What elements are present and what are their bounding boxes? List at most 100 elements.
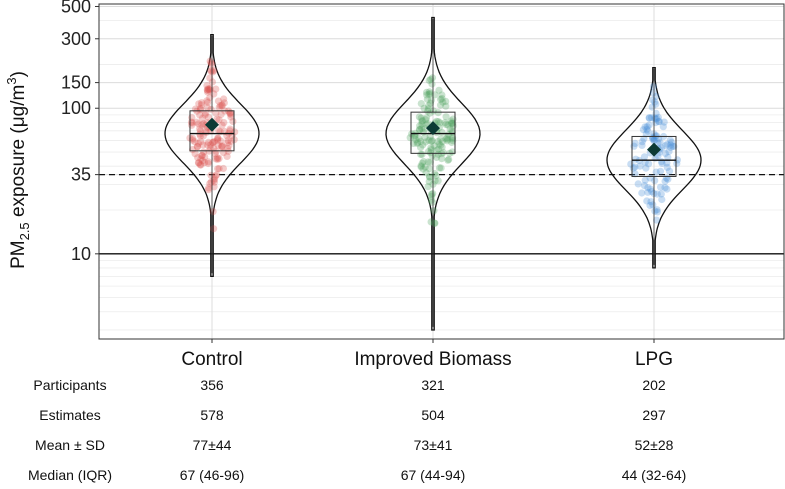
data-point (653, 216, 661, 224)
data-point (204, 85, 212, 93)
data-point (419, 165, 427, 173)
table-cell: 67 (46-96) (179, 467, 245, 483)
data-point (638, 189, 646, 197)
data-point (640, 182, 649, 190)
data-point (214, 165, 222, 173)
data-point (196, 161, 204, 169)
data-point (447, 117, 455, 125)
data-point (421, 163, 429, 171)
data-point (448, 127, 456, 135)
data-point (426, 133, 434, 141)
row-label: Estimates (39, 407, 101, 423)
data-point (428, 190, 436, 198)
data-point (207, 66, 215, 74)
data-point (206, 86, 214, 94)
data-point (640, 135, 648, 143)
table-cell: 356 (200, 377, 224, 393)
data-point (218, 143, 226, 151)
table-row: Participants 356 321 202 (0, 377, 785, 399)
data-point (225, 142, 233, 150)
data-point (192, 118, 201, 126)
data-point (218, 121, 226, 129)
data-point (214, 155, 222, 163)
data-point (226, 109, 234, 117)
data-point (645, 114, 653, 122)
data-point (197, 138, 205, 146)
data-point (660, 118, 668, 126)
data-point (651, 177, 659, 185)
data-point (216, 101, 224, 110)
data-point (413, 139, 421, 148)
data-point (206, 74, 214, 82)
table-cell: 297 (642, 407, 666, 423)
data-point (421, 133, 429, 141)
data-point (428, 137, 436, 145)
data-point (648, 188, 656, 196)
data-point (673, 159, 681, 168)
data-point (644, 188, 652, 196)
data-point (195, 100, 203, 108)
y-label-rest: exposure (μg/m (8, 85, 29, 223)
data-point (438, 95, 446, 103)
data-point (198, 152, 206, 160)
data-point (217, 110, 225, 118)
data-point (648, 114, 656, 122)
data-point (227, 137, 235, 145)
data-point (443, 134, 451, 142)
jitter-points (186, 57, 682, 233)
data-point (644, 184, 652, 192)
data-point (667, 143, 675, 152)
data-point (224, 144, 232, 153)
data-point (643, 123, 651, 131)
data-point (442, 135, 450, 143)
data-point (220, 99, 228, 107)
y-tick-label: 300 (61, 29, 91, 49)
data-point (416, 122, 424, 130)
data-point (196, 127, 204, 135)
data-point (442, 120, 450, 129)
data-point (423, 91, 431, 99)
data-point (198, 114, 206, 122)
data-point (204, 98, 212, 106)
data-point (658, 195, 666, 204)
data-point (205, 184, 213, 192)
data-point (442, 113, 450, 121)
table-cell: 578 (200, 407, 224, 423)
data-point (193, 143, 201, 151)
data-point (661, 177, 669, 185)
data-point (426, 90, 434, 98)
violin-improved-biomass (385, 16, 481, 331)
mean-marker (647, 142, 661, 157)
data-point (657, 183, 665, 191)
data-point (224, 139, 232, 147)
data-point (643, 197, 651, 205)
data-point (428, 192, 436, 200)
data-point (437, 141, 445, 149)
data-point (199, 141, 207, 149)
data-point (215, 155, 223, 163)
data-point (425, 136, 433, 144)
data-point (198, 121, 206, 129)
data-point (444, 156, 452, 164)
data-point (194, 139, 202, 147)
data-point (422, 114, 431, 122)
data-point (200, 148, 208, 156)
table-row: Estimates 578 504 297 (0, 407, 785, 429)
data-point (220, 95, 228, 103)
data-point (644, 127, 652, 135)
data-point (201, 153, 209, 161)
data-point (418, 118, 426, 126)
data-point (667, 138, 676, 146)
data-point (194, 159, 203, 167)
data-point (209, 138, 217, 146)
data-point (430, 142, 438, 150)
data-point (434, 177, 442, 185)
table-cell: 202 (642, 377, 666, 393)
table-cell: 321 (421, 377, 445, 393)
data-point (646, 174, 654, 182)
data-point (193, 143, 202, 151)
data-point (446, 125, 454, 133)
data-point (642, 164, 650, 172)
data-point (416, 125, 424, 133)
data-point (226, 125, 234, 133)
